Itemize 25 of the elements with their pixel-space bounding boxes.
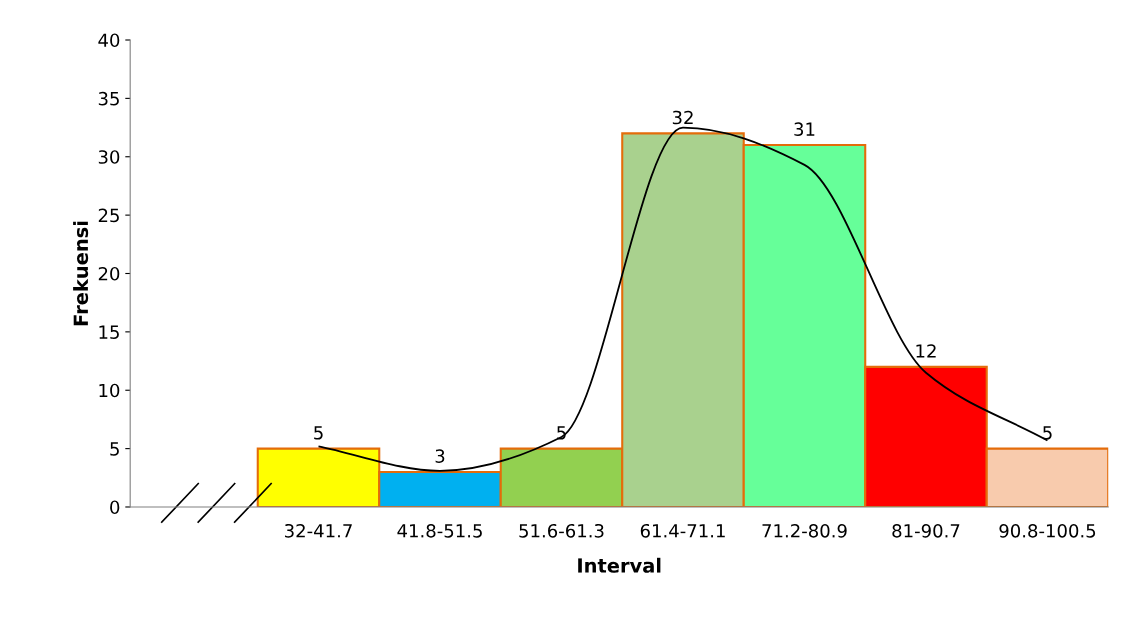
data-label: 32 [672,110,693,125]
data-label: 31 [794,122,815,137]
data-label: 12 [916,344,936,358]
x-tick-label: 61.4-71.1 [640,523,725,538]
x-tick-label: 51.6-61.3 [519,523,604,538]
y-tick-label: 25 [98,208,119,223]
x-tick-label: 71.2-80.9 [762,523,847,538]
y-tick-label: 5 [110,442,119,456]
y-tick-label: 20 [98,266,120,281]
data-label: 5 [1043,426,1052,440]
y-tick-label: 35 [98,91,119,106]
y-tick-label: 0 [110,500,120,515]
y-axis-title: Frekuensi [73,221,89,326]
y-tick-label: 15 [99,325,119,339]
x-tick-label: 90.8-100.5 [999,523,1096,538]
data-label: 5 [314,426,323,440]
x-axis-title: Interval [578,557,661,573]
x-tick-label: 41.8-51.5 [397,523,482,538]
y-tick-label: 30 [98,150,120,164]
y-tick-label: 10 [99,383,120,398]
y-tick-label: 40 [98,33,120,48]
x-tick-label: 81-90.7 [892,523,960,538]
data-label: 5 [557,426,566,440]
data-label: 3 [435,449,445,463]
x-tick-label: 32-41.7 [285,523,352,538]
